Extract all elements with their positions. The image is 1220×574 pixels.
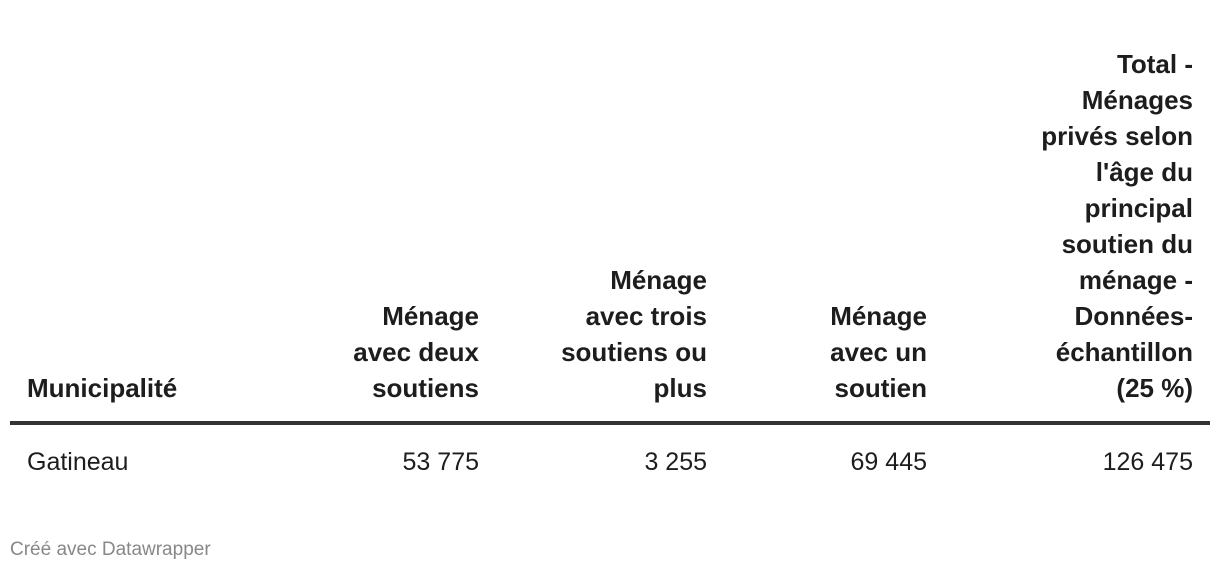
header-line: soutien [834, 373, 927, 403]
header-line: Ménages [1081, 85, 1193, 115]
header-cell: Ménage avec trois soutiens ou plus [561, 262, 707, 406]
header-line: l'âge du [1095, 157, 1193, 187]
header-line: soutiens [372, 373, 479, 403]
header-line: avec trois [585, 301, 707, 331]
header-line: plus [653, 373, 707, 403]
table-cell: 126 475 [1102, 448, 1193, 476]
header-cell: Ménage avec deux soutiens [353, 298, 479, 406]
footer: Créé avec Datawrapper [10, 539, 211, 560]
header-line: Ménage [610, 265, 707, 295]
table-cell: 3 255 [644, 448, 707, 476]
header-line: Ménage [382, 301, 479, 331]
header-line: échantillon [1055, 337, 1193, 367]
header-cell: Municipalité [27, 370, 177, 406]
header-cell: Ménage avec un soutien [830, 298, 927, 406]
header-line: avec deux [353, 337, 479, 367]
header-cell: Total - Ménages privés selon l'âge du princi… [1041, 46, 1193, 406]
header-line: avec un [830, 337, 927, 367]
header-line: privés selon [1041, 121, 1193, 151]
header-line: Ménage [830, 301, 927, 331]
header-line: Total - [1116, 49, 1193, 79]
header-line: (25 %) [1116, 373, 1193, 403]
header-line: ménage - [1078, 265, 1193, 295]
header-line: soutiens ou [561, 337, 707, 367]
table-cell: Gatineau [27, 448, 129, 476]
header-line: Données- [1074, 301, 1193, 331]
header-line: principal [1084, 193, 1193, 223]
header-rule [10, 421, 1210, 425]
table-cell: 69 445 [850, 448, 927, 476]
table-cell: 53 775 [402, 448, 479, 476]
header-line: Municipalité [27, 373, 178, 403]
header-line: soutien du [1061, 229, 1193, 259]
